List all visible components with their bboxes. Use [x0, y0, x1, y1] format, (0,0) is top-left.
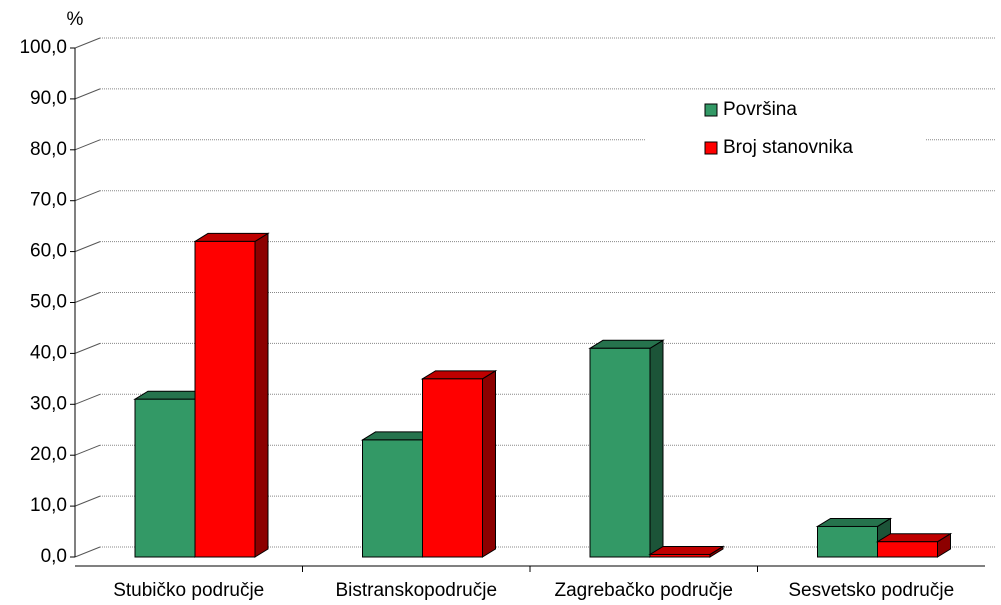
grid-diagonal [74, 444, 101, 456]
bar [589, 347, 651, 558]
legend-swatch [704, 141, 718, 155]
bar-top [420, 370, 498, 380]
y-tick-label: 90,0 [30, 88, 67, 109]
x-tick-label: Zagrebačko područje [555, 580, 734, 601]
bar-top [588, 339, 665, 349]
bar-side [254, 232, 269, 558]
bar [134, 398, 196, 558]
bar-top [815, 517, 893, 527]
x-tick-label: Stubičko područje [113, 580, 264, 601]
bar-side [649, 339, 664, 558]
bar [649, 553, 711, 558]
bar [422, 378, 483, 558]
y-axis-label: % [67, 9, 84, 30]
grid-diagonal [74, 292, 101, 303]
legend-box [645, 95, 925, 175]
x-tick-label: Sesvetsko područje [788, 580, 954, 601]
y-tick-label: 40,0 [30, 342, 67, 363]
y-tick-label: 80,0 [30, 139, 67, 160]
y-tick-label: 0,0 [41, 546, 67, 567]
legend-swatch [704, 103, 718, 117]
legend-label: Broj stanovnika [723, 137, 853, 158]
grid-diagonal [74, 190, 101, 202]
y-tick-label: 70,0 [30, 190, 67, 211]
y-tick-label: 50,0 [30, 292, 67, 313]
bar-side [482, 369, 496, 558]
grid-diagonal [74, 495, 101, 507]
grid-diagonal [74, 37, 101, 49]
grid-diagonal [74, 393, 101, 405]
bar-top [193, 232, 270, 242]
grid-diagonal [74, 139, 101, 151]
y-tick-label: 30,0 [30, 393, 67, 414]
y-tick-label: 10,0 [30, 495, 67, 516]
grid-diagonal [74, 88, 101, 100]
legend-label: Površina [723, 99, 797, 120]
grid-diagonal [74, 546, 101, 558]
y-tick-label: 100,0 [19, 37, 67, 58]
bar-top [875, 533, 953, 543]
bar [194, 240, 256, 558]
bar [817, 525, 878, 558]
bar-top [648, 545, 725, 555]
grid-diagonal [74, 241, 101, 253]
y-tick-label: 20,0 [30, 444, 67, 465]
y-tick-label: 60,0 [30, 241, 67, 262]
bar [877, 541, 938, 558]
x-tick-label: Bistranskopodručje [335, 580, 497, 601]
bar [362, 439, 423, 558]
grid-diagonal [74, 342, 101, 354]
